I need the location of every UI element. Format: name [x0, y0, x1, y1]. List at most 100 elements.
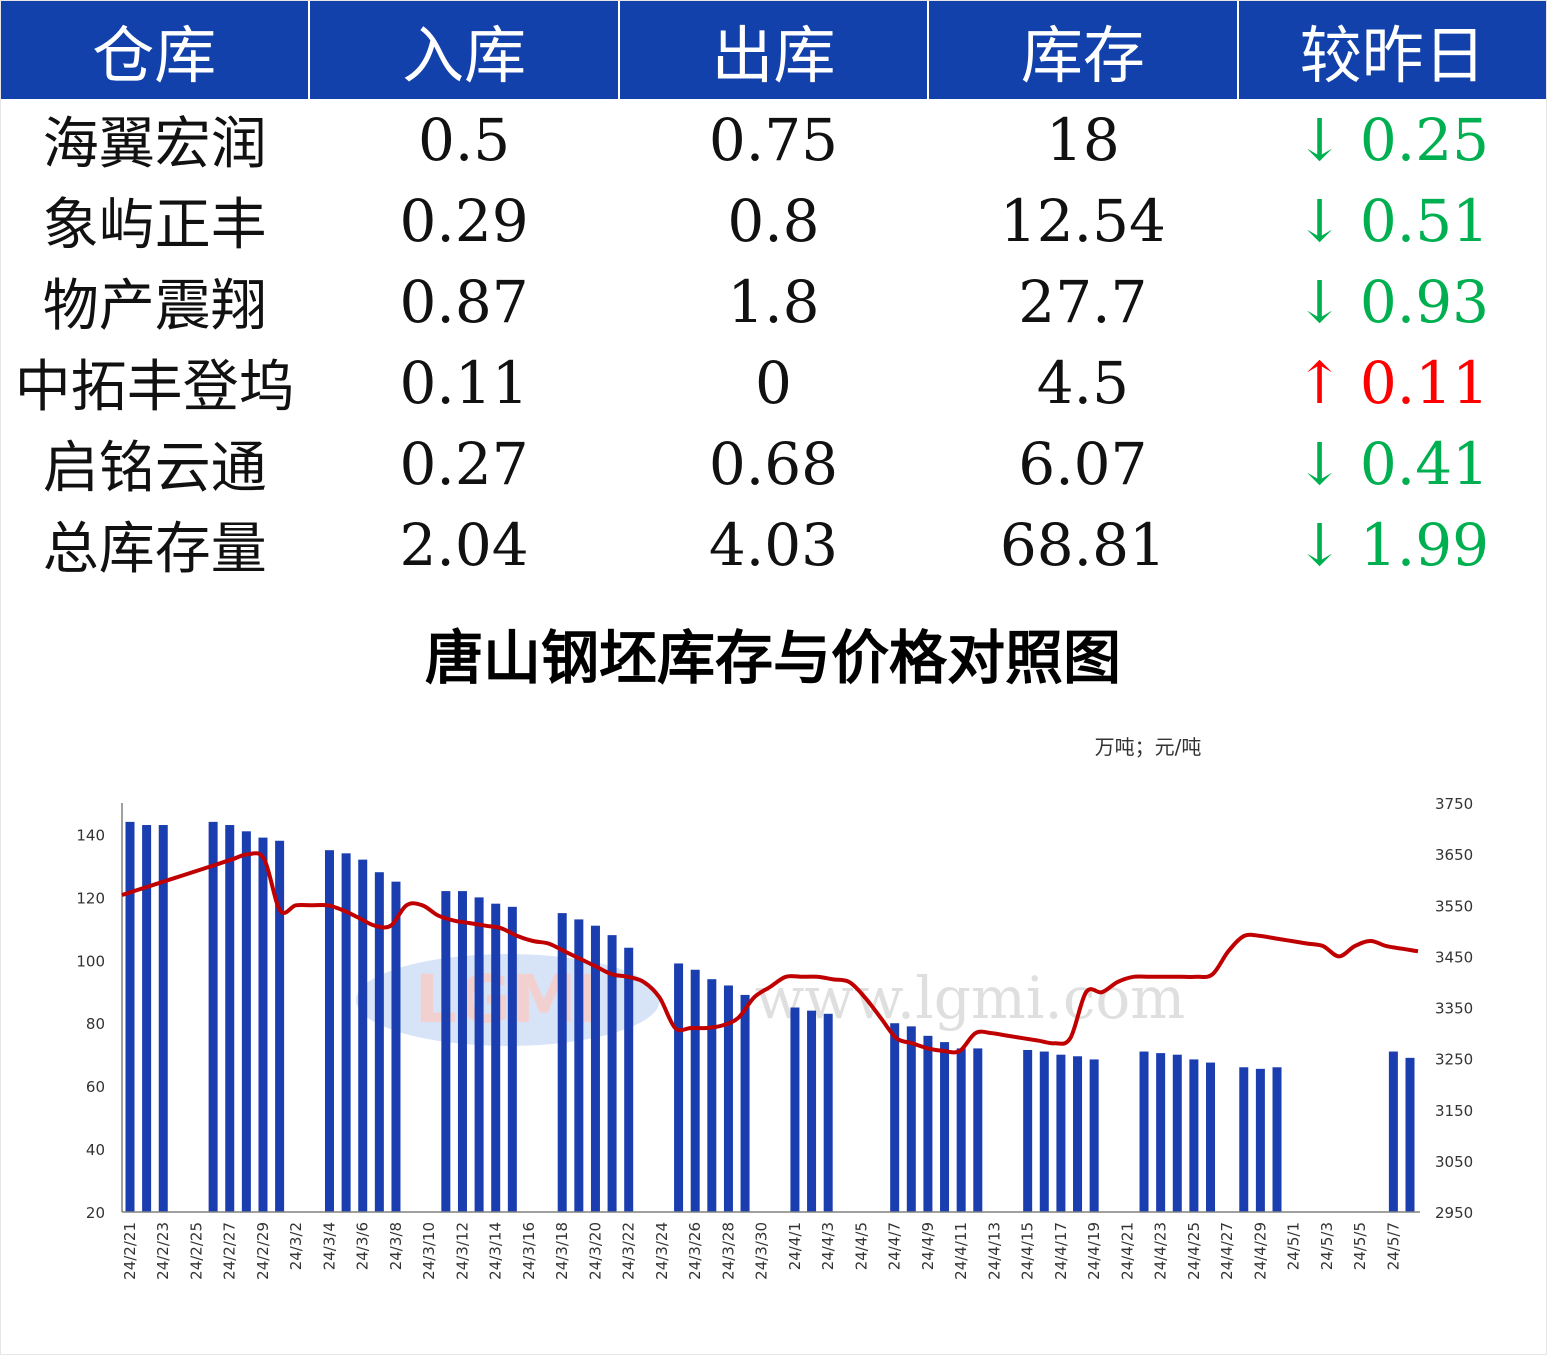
watermark-text: www.lgmi.com — [755, 964, 1186, 1032]
row-name: 象屿正丰 — [42, 193, 267, 258]
x-tick-label: 24/4/3 — [819, 1222, 837, 1270]
bar — [1023, 1049, 1033, 1212]
bar — [258, 837, 268, 1212]
bar — [275, 840, 285, 1212]
row-stock: 6.07 — [1018, 429, 1148, 498]
bar — [557, 913, 567, 1212]
bar — [1239, 1067, 1249, 1212]
right-tick-label: 3450 — [1435, 948, 1473, 966]
right-tick-label: 3350 — [1435, 1000, 1473, 1018]
change-value: 0.93 — [1359, 267, 1489, 336]
row-name: 中拓丰登坞 — [14, 355, 295, 420]
bar — [241, 831, 251, 1212]
bar — [590, 925, 600, 1212]
table-header-row: 仓库 入库 出库 库存 较昨日 — [0, 0, 1547, 99]
row-in: 0.27 — [399, 429, 529, 498]
bar — [1156, 1053, 1166, 1212]
x-tick-label: 24/5/1 — [1285, 1222, 1303, 1270]
x-tick-label: 24/4/19 — [1085, 1222, 1103, 1280]
x-tick-label: 24/5/5 — [1351, 1222, 1369, 1270]
bar — [1089, 1059, 1099, 1212]
header-in: 入库 — [309, 0, 620, 99]
table-row-total: 总库存量 2.04 4.03 68.81 ↓ 1.99 — [0, 504, 1547, 585]
table-row: 象屿正丰 0.29 0.8 12.54 ↓ 0.51 — [0, 180, 1547, 261]
bar — [1073, 1056, 1083, 1212]
x-tick-label: 24/2/27 — [221, 1222, 239, 1280]
bar — [374, 872, 384, 1212]
bar — [341, 853, 351, 1212]
bar — [125, 821, 135, 1212]
bar — [1056, 1054, 1066, 1212]
x-tick-label: 24/4/25 — [1185, 1222, 1203, 1280]
down-arrow-icon: ↓ — [1295, 510, 1344, 579]
x-tick-label: 24/3/22 — [620, 1222, 638, 1280]
header-warehouse: 仓库 — [0, 0, 311, 99]
row-change: ↓ 0.93 — [1238, 261, 1547, 342]
change-value: 1.99 — [1359, 510, 1489, 579]
bar — [457, 891, 467, 1212]
x-tick-label: 24/4/17 — [1052, 1222, 1070, 1280]
bar — [225, 825, 235, 1212]
right-tick-label: 3650 — [1435, 846, 1473, 864]
bar — [1172, 1054, 1182, 1212]
row-change: ↓ 1.99 — [1238, 504, 1547, 585]
x-tick-label: 24/4/7 — [886, 1222, 904, 1270]
x-tick-label: 24/3/8 — [387, 1222, 405, 1270]
left-tick-label: 120 — [76, 889, 105, 907]
x-tick-label: 24/2/25 — [187, 1222, 205, 1280]
header-stock: 库存 — [928, 0, 1239, 99]
table-row: 物产震翔 0.87 1.8 27.7 ↓ 0.93 — [0, 261, 1547, 342]
bar — [474, 897, 484, 1212]
left-tick-label: 100 — [76, 952, 105, 970]
table-row: 启铭云通 0.27 0.68 6.07 ↓ 0.41 — [0, 423, 1547, 504]
x-tick-label: 24/3/18 — [553, 1222, 571, 1280]
x-tick-label: 24/2/29 — [254, 1222, 272, 1280]
down-arrow-icon: ↓ — [1295, 267, 1344, 336]
bar — [973, 1048, 983, 1212]
x-tick-label: 24/4/13 — [985, 1222, 1003, 1280]
x-tick-label: 24/4/1 — [786, 1222, 804, 1270]
bar — [807, 1010, 817, 1212]
x-tick-label: 24/3/14 — [487, 1222, 505, 1280]
x-tick-label: 24/3/4 — [320, 1222, 338, 1270]
right-tick-label: 2950 — [1435, 1204, 1473, 1222]
x-tick-label: 24/3/6 — [354, 1222, 372, 1270]
change-value: 0.11 — [1359, 348, 1489, 417]
price-line — [121, 851, 1419, 1055]
bar — [574, 919, 584, 1212]
table-row: 海翼宏润 0.5 0.75 18 ↓ 0.25 — [0, 99, 1547, 180]
bar — [674, 963, 684, 1212]
row-change: ↓ 0.25 — [1238, 99, 1547, 180]
left-tick-label: 140 — [76, 826, 105, 844]
bar — [358, 859, 368, 1212]
right-tick-label: 3150 — [1435, 1102, 1473, 1120]
row-stock: 18 — [1045, 105, 1120, 174]
bar — [790, 1007, 800, 1212]
header-change: 较昨日 — [1237, 0, 1547, 99]
row-in: 0.29 — [399, 186, 529, 255]
x-tick-label: 24/3/12 — [453, 1222, 471, 1280]
bar — [707, 979, 717, 1212]
x-tick-label: 24/4/15 — [1019, 1222, 1037, 1280]
x-tick-label: 24/3/24 — [653, 1222, 671, 1280]
bar — [491, 903, 501, 1212]
units-label: 万吨；元/吨 — [1095, 735, 1202, 759]
row-in: 0.5 — [417, 105, 511, 174]
right-tick-label: 3050 — [1435, 1153, 1473, 1171]
down-arrow-icon: ↓ — [1295, 105, 1344, 174]
x-tick-label: 24/3/28 — [719, 1222, 737, 1280]
left-tick-label: 40 — [86, 1141, 105, 1159]
row-out: 0 — [755, 348, 792, 417]
bar — [158, 825, 168, 1212]
x-tick-label: 24/4/5 — [852, 1222, 870, 1270]
x-tick-label: 24/3/30 — [753, 1222, 771, 1280]
bar — [1206, 1062, 1216, 1212]
row-stock: 4.5 — [1036, 348, 1129, 417]
bar — [956, 1048, 966, 1212]
bar — [607, 935, 617, 1212]
left-tick-label: 60 — [86, 1078, 105, 1096]
bar — [391, 881, 401, 1212]
x-tick-label: 24/5/7 — [1384, 1222, 1402, 1270]
x-tick-label: 24/3/2 — [287, 1222, 305, 1270]
row-name: 物产震翔 — [42, 274, 267, 339]
